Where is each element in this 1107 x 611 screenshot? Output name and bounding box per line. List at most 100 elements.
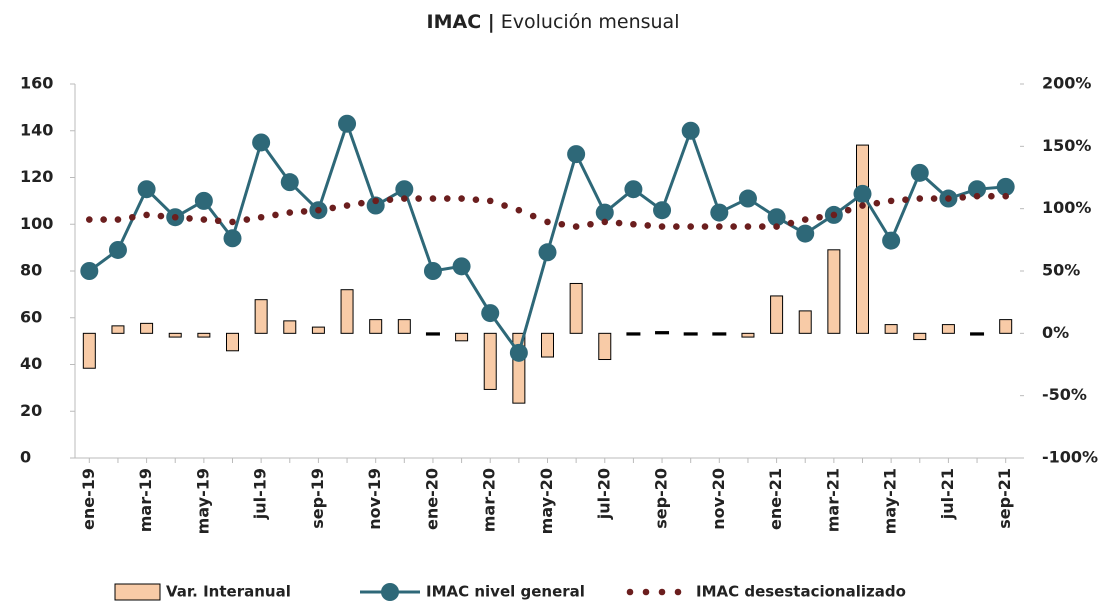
dot-point — [200, 216, 208, 223]
dot-between — [730, 223, 737, 230]
bar — [884, 324, 898, 334]
dot-between — [615, 219, 623, 227]
y2-tick-label: -100% — [1042, 448, 1098, 467]
marker — [796, 224, 815, 243]
dot-point — [458, 195, 465, 202]
dot-between — [415, 195, 422, 202]
dot-between — [587, 220, 594, 228]
bar — [683, 332, 698, 336]
bar — [770, 295, 784, 334]
x-tick-label: mar-20 — [480, 468, 499, 532]
dot-between — [214, 217, 222, 225]
marker — [968, 180, 987, 199]
dot-point — [143, 211, 150, 219]
x-tick-label: sep-20 — [652, 468, 671, 529]
bar — [941, 324, 955, 334]
x-tick-label: nov-20 — [709, 468, 728, 530]
legend-swatch — [674, 588, 682, 596]
y2-tick-label: 0% — [1042, 323, 1069, 342]
marker — [509, 343, 528, 362]
marker — [108, 240, 127, 259]
y-tick-label: 140 — [20, 120, 53, 139]
title-text: Evolución mensual — [501, 11, 680, 33]
x-tick-label: jul-20 — [594, 468, 613, 520]
marker — [280, 173, 299, 192]
bar — [340, 289, 354, 334]
dot-between — [329, 204, 337, 212]
bar — [455, 332, 469, 342]
dot-between — [673, 223, 680, 230]
y-tick-label: 0 — [20, 448, 31, 467]
marker — [223, 229, 242, 248]
marker — [567, 145, 586, 164]
x-tick-label: sep-19 — [308, 468, 327, 529]
dot-between — [128, 213, 136, 221]
legend-swatch — [626, 588, 634, 596]
legend-swatch — [642, 588, 650, 596]
marker — [137, 180, 156, 199]
dot-point — [945, 195, 952, 202]
legend-swatch — [381, 583, 399, 601]
dot-between — [529, 212, 537, 220]
y2-tick-label: 50% — [1042, 261, 1080, 280]
legend-label: Var. Interanual — [166, 583, 291, 601]
y2-tick-label: -50% — [1042, 385, 1087, 404]
bar — [483, 332, 497, 390]
bar — [569, 282, 583, 334]
bar — [512, 332, 526, 404]
dot-point — [973, 192, 981, 200]
chart-title: IMAC | Evolución mensual — [427, 11, 680, 33]
bar — [226, 332, 239, 352]
dot-point — [773, 223, 780, 230]
marker — [395, 180, 414, 199]
legend-swatch — [658, 588, 666, 596]
bar — [254, 299, 268, 334]
dot-between — [902, 196, 909, 204]
y-tick-label: 40 — [20, 354, 42, 373]
dot-between — [100, 216, 107, 223]
dot-point — [401, 195, 408, 202]
marker — [452, 257, 471, 276]
marker — [767, 208, 786, 227]
dot-between — [186, 215, 193, 222]
dot-between — [873, 199, 881, 207]
bar — [798, 310, 812, 334]
marker — [882, 231, 901, 250]
dot-point — [429, 195, 437, 202]
bar — [598, 332, 612, 361]
dot-between — [930, 195, 938, 202]
dot-between — [558, 220, 566, 228]
bar — [856, 144, 869, 334]
y2-tick-label: 100% — [1042, 198, 1091, 217]
bar — [541, 332, 554, 358]
dot-point — [916, 195, 924, 202]
marker — [595, 203, 614, 222]
dot-point — [372, 197, 379, 205]
marker — [710, 203, 729, 222]
dot-between — [443, 195, 451, 202]
bar — [655, 331, 670, 335]
dot-point — [572, 223, 580, 230]
marker — [538, 243, 557, 262]
dot-between — [358, 199, 365, 207]
dot-point — [86, 216, 93, 223]
bar — [425, 332, 440, 336]
title-bold: IMAC | — [427, 11, 495, 33]
marker — [653, 201, 672, 220]
dot-between — [816, 213, 823, 221]
bar — [111, 325, 125, 334]
bar — [741, 332, 755, 338]
bar — [626, 332, 641, 336]
dot-between — [300, 208, 308, 215]
y-tick-label: 60 — [20, 307, 42, 326]
marker — [910, 163, 929, 182]
legend-swatch — [114, 583, 161, 601]
y-tick-label: 80 — [20, 261, 42, 280]
dot-point — [744, 223, 752, 230]
bar — [397, 319, 411, 334]
marker — [738, 189, 757, 208]
dot-point — [601, 218, 609, 226]
bar — [197, 332, 211, 338]
bar — [712, 332, 727, 336]
